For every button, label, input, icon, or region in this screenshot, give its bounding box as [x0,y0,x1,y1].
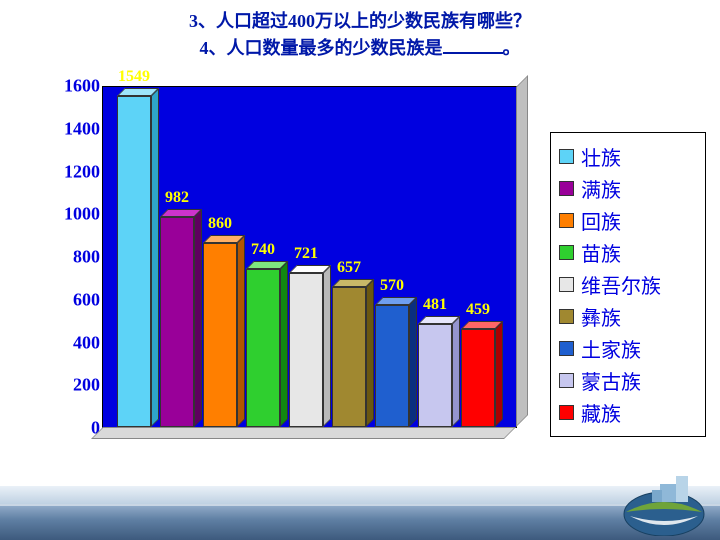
plot-wall [516,75,528,427]
bar-side-face [366,279,374,427]
bar-side-face [237,235,245,427]
legend-swatch [559,277,574,292]
bar-side-face [151,88,159,427]
bar-front [375,305,409,427]
legend-row: 蒙古族 [559,366,697,395]
legend-label: 蒙古族 [581,366,641,395]
bar-side-face [280,261,288,427]
bar-value-label: 1549 [118,68,150,86]
legend-swatch [559,245,574,260]
bar-value-label: 860 [208,215,232,233]
plot-floor [91,427,516,439]
title-line-2-after: 。 [503,38,521,58]
bar-value-label: 721 [294,245,318,263]
bar-side-face [323,265,331,427]
legend-label: 苗族 [581,238,621,267]
title-line-2-before: 4、人口数量最多的少数民族是 [200,38,443,58]
legend-label: 壮族 [581,142,621,171]
bar-side-face [409,297,417,427]
bar-维吾尔族: 721 [289,273,323,427]
y-tick: 1400 [64,118,100,139]
title-line-2: 4、人口数量最多的少数民族是 。 [0,35,720,62]
bar-value-label: 982 [165,189,189,207]
y-tick: 200 [73,375,100,396]
bar-土家族: 570 [375,305,409,427]
y-tick: 1200 [64,161,100,182]
bar-front [289,273,323,427]
bar-side-face [452,316,460,427]
legend-label: 土家族 [581,334,641,363]
y-tick: 400 [73,332,100,353]
bar-壮族: 1549 [117,96,151,427]
legend-label: 回族 [581,206,621,235]
bar-value-label: 459 [466,301,490,319]
legend-swatch [559,341,574,356]
blank-underline [443,38,503,54]
y-tick: 1600 [64,76,100,97]
legend-row: 维吾尔族 [559,270,697,299]
y-axis: 02004006008001000120014001600 [44,86,102,428]
bar-front [246,269,280,427]
legend-row: 回族 [559,206,697,235]
legend-row: 彝族 [559,302,697,331]
chart: 02004006008001000120014001600 1549982860… [38,78,678,468]
bar-苗族: 740 [246,269,280,427]
footer-gradient [0,504,720,540]
legend-swatch [559,309,574,324]
bar-满族: 982 [160,217,194,427]
bar-value-label: 570 [380,277,404,295]
legend-label: 满族 [581,174,621,203]
legend-row: 满族 [559,174,697,203]
bar-front [117,96,151,427]
legend-label: 彝族 [581,302,621,331]
bar-front [418,324,452,427]
legend-row: 土家族 [559,334,697,363]
bar-藏族: 459 [461,329,495,427]
y-tick: 1000 [64,204,100,225]
bar-front [203,243,237,427]
bar-side-face [194,209,202,427]
bar-回族: 860 [203,243,237,427]
bars-container: 1549 982 860 740 721 657 570 481 459 [117,87,510,427]
legend-swatch [559,149,574,164]
globe-icon [614,456,714,536]
legend-swatch [559,405,574,420]
bar-彝族: 657 [332,287,366,427]
legend-swatch [559,373,574,388]
bar-front [160,217,194,427]
bar-value-label: 481 [423,296,447,314]
bar-front [461,329,495,427]
y-tick: 600 [73,289,100,310]
legend-label: 藏族 [581,398,621,427]
legend-swatch [559,181,574,196]
legend-swatch [559,213,574,228]
y-tick: 800 [73,247,100,268]
bar-front [332,287,366,427]
legend-row: 藏族 [559,398,697,427]
legend-label: 维吾尔族 [581,270,661,299]
bar-value-label: 740 [251,241,275,259]
footer-gradient-top [0,486,720,504]
title-line-1: 3、人口超过400万以上的少数民族有哪些？ [0,8,720,35]
bar-value-label: 657 [337,259,361,277]
legend-row: 壮族 [559,142,697,171]
legend-row: 苗族 [559,238,697,267]
legend: 壮族满族回族苗族维吾尔族彝族土家族蒙古族藏族 [550,132,706,437]
bar-蒙古族: 481 [418,324,452,427]
title-block: 3、人口超过400万以上的少数民族有哪些？ 4、人口数量最多的少数民族是 。 [0,0,720,62]
bar-side-face [495,321,503,427]
plot-area: 1549 982 860 740 721 657 570 481 459 [102,86,517,428]
